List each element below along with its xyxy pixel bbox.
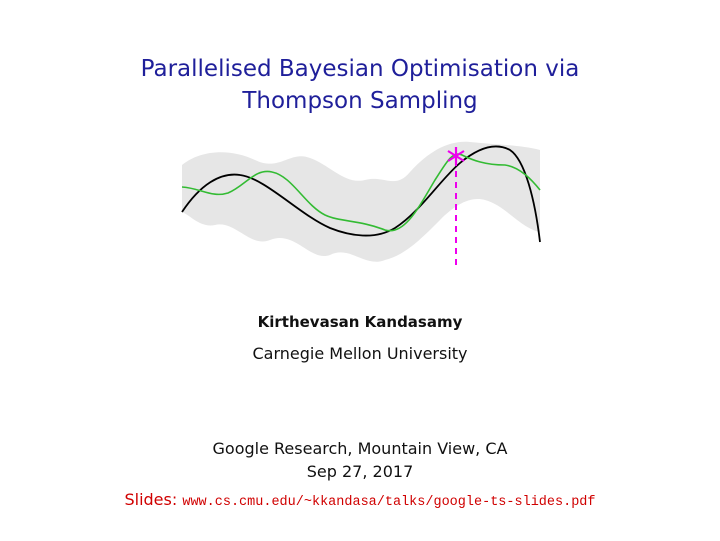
title-line: Parallelised Bayesian Optimisation via <box>140 56 580 82</box>
venue: Google Research, Mountain View, CA <box>212 439 508 458</box>
confidence-band <box>182 141 540 262</box>
slides-link: Slides: www.cs.cmu.edu/~kkandasa/talks/g… <box>0 490 720 510</box>
author: Kirthevasan Kandasamy <box>257 313 463 331</box>
sample-function <box>181 153 541 232</box>
affiliation: Carnegie Mellon University <box>252 344 468 363</box>
title-line: Thompson Sampling <box>242 88 478 114</box>
slides-url[interactable]: www.cs.cmu.edu/~kkandasa/talks/google-ts… <box>182 495 596 510</box>
selected-point <box>447 147 465 165</box>
date: Sep 27, 2017 <box>306 462 414 481</box>
true-function <box>181 145 541 243</box>
slides-label: Slides: <box>124 490 178 509</box>
illustration <box>181 141 541 270</box>
